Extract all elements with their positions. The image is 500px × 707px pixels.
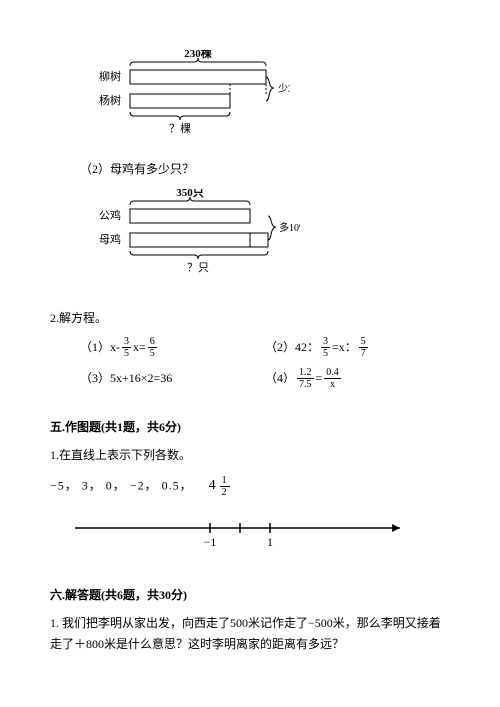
numberline: −1 1 xyxy=(70,516,450,558)
tree-diagram: 230棵 柳树 杨树 少30% ？棵 xyxy=(90,50,450,140)
num-item-4: 0.5， xyxy=(162,478,193,492)
tree-diagram-svg: 230棵 柳树 杨树 少30% ？棵 xyxy=(90,50,290,140)
nl-left: −1 xyxy=(204,535,217,549)
eq4-mid: = xyxy=(316,369,323,388)
chicken-diagram-svg: 350只 公鸡 母鸡 多10% ？只 xyxy=(90,189,300,279)
q1-2-text: （2）母鸡有多少只？ xyxy=(80,160,450,179)
eq2-mid: =x： xyxy=(332,338,357,357)
d1-right-label: 少30% xyxy=(278,83,290,95)
section5-q1: 1.在直线上表示下列各数。 xyxy=(50,446,450,465)
eq1-frac1: 35 xyxy=(122,336,131,359)
num-mixed-frac: 12 xyxy=(220,475,230,498)
num-item-3: −2， xyxy=(130,478,158,492)
d2-bottom-label: ？只 xyxy=(187,262,209,274)
section6-q1: 1. 我们把李明从家出发，向西走了500米记作走了−500米，那么李明又接着走了… xyxy=(50,613,450,654)
d1-bottom-label: ？棵 xyxy=(169,121,191,135)
nl-right: 1 xyxy=(267,535,273,549)
eq1: （1）x- 35 x= 65 xyxy=(80,336,265,359)
eq1-prefix: （1）x- xyxy=(80,338,120,357)
eq1-frac2: 65 xyxy=(148,336,157,359)
d2-top-label: 350只 xyxy=(176,189,204,199)
eq-row-1: （1）x- 35 x= 65 （2）42： 35 =x： 57 xyxy=(80,336,450,359)
section6-heading: 六.解答题(共6题，共30分) xyxy=(50,586,450,605)
d2-right-label: 多10% xyxy=(279,221,300,234)
eq4: （4） 1.27.5 = 0.4x xyxy=(265,367,450,390)
eq2-prefix: （2）42： xyxy=(265,338,319,357)
eq4-prefix: （4） xyxy=(265,369,295,388)
eq4-frac2: 0.4x xyxy=(324,367,341,390)
eq4-frac1: 1.27.5 xyxy=(297,367,314,390)
num-item-1: 3， xyxy=(82,478,102,492)
num-item-0: −5， xyxy=(50,478,78,492)
d1-row2-label: 杨树 xyxy=(99,93,121,107)
numbers-list: −5， 3， 0， −2， 0.5， 4 12 xyxy=(50,475,450,498)
eq2-frac2: 57 xyxy=(359,336,368,359)
d2-row1-label: 公鸡 xyxy=(99,208,121,222)
d2-row2-label: 母鸡 xyxy=(99,232,121,246)
num-mixed: 4 12 xyxy=(209,475,232,498)
d1-row1-label: 柳树 xyxy=(99,69,121,83)
eq3: （3）5x+16×2=36 xyxy=(80,367,265,390)
d1-top-label: 230棵 xyxy=(184,50,212,60)
numberline-svg: −1 1 xyxy=(70,516,410,552)
eq1-mid: x= xyxy=(133,338,146,357)
q2-title: 2.解方程。 xyxy=(50,309,450,328)
eq-row-2: （3）5x+16×2=36 （4） 1.27.5 = 0.4x xyxy=(80,367,450,390)
eq2: （2）42： 35 =x： 57 xyxy=(265,336,450,359)
section5-heading: 五.作图题(共1题，共6分) xyxy=(50,418,450,437)
num-item-2: 0， xyxy=(106,478,126,492)
eq2-frac1: 35 xyxy=(321,336,330,359)
chicken-diagram: 350只 公鸡 母鸡 多10% ？只 xyxy=(90,189,450,279)
